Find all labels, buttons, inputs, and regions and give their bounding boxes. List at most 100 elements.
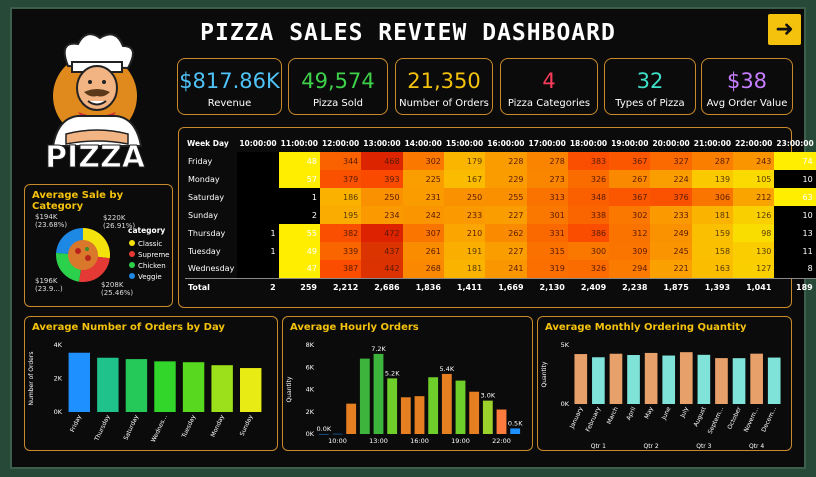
quarter-label: Qtr 3	[696, 443, 711, 450]
bar	[211, 365, 233, 412]
kpi-label: Revenue	[207, 98, 252, 109]
heatmap-cell: 242	[402, 206, 444, 224]
heatmap-cell: 302	[609, 206, 651, 224]
heatmap-cell: 1	[237, 242, 279, 260]
heatmap-cell: 294	[609, 260, 651, 278]
heatmap-column-total: 1,875	[650, 277, 692, 296]
heatmap-cell: 195	[319, 206, 362, 224]
x-tick-label: Friday	[69, 413, 83, 433]
heatmap-cell: 228	[485, 152, 527, 170]
logo-text: PIZZA	[45, 140, 146, 175]
y-axis-label: Quantity	[541, 361, 548, 387]
heatmap-cell	[237, 206, 279, 224]
next-page-button[interactable]: ➜	[768, 14, 801, 45]
heatmap-cell	[237, 152, 279, 170]
kpi-label: Pizza Categories	[507, 98, 591, 109]
pie-percent-label: (26.91%)	[103, 222, 135, 230]
heatmap-row: Thursday 1 55 382 472 307 210 262 331 386 312 249 15…	[185, 224, 816, 242]
heatmap-cell: 241	[485, 260, 527, 278]
heatmap-cell: 225	[402, 170, 444, 188]
kpi-label: Avg Order Value	[706, 98, 788, 109]
pizza-chef-logo: PIZZA	[45, 33, 146, 176]
heatmap-cell: 13	[774, 224, 816, 242]
y-tick-label: 0K	[561, 400, 570, 408]
heatmap-cell: 309	[609, 242, 651, 260]
chef-face-icon	[76, 65, 118, 111]
kpi-value: 49,574	[301, 69, 375, 93]
bar	[510, 428, 521, 434]
heatmap-cell: 233	[650, 206, 692, 224]
heatmap-cell: 163	[691, 260, 734, 278]
heatmap-cell: 127	[733, 260, 775, 278]
heatmap-cell: 186	[319, 188, 362, 206]
heatmap-row: Monday 57 379 393 225 167 229 273 326 267 224 139 10…	[185, 170, 816, 188]
bar	[750, 353, 763, 404]
y-axis-label: Quantity	[286, 376, 293, 402]
x-tick-label: July	[679, 405, 691, 419]
bar	[346, 403, 357, 434]
heatmap-cell: 167	[443, 170, 486, 188]
heatmap-cell: 126	[733, 206, 775, 224]
legend-title: category	[128, 226, 165, 235]
bar	[318, 433, 329, 435]
heatmap-cell: 262	[485, 224, 527, 242]
bar	[428, 377, 439, 434]
heatmap-cell: 8	[774, 260, 816, 278]
heatmap-cell: 1	[278, 188, 320, 206]
heatmap-cell: 437	[361, 242, 403, 260]
heatmap-column-header: 23:00:00	[776, 139, 814, 148]
kpi-card-types: 32 Types of Pizza	[604, 58, 696, 115]
heatmap-cell: 243	[733, 152, 775, 170]
heatmap-column-header: 15:00:00	[445, 139, 484, 148]
heatmap-cell: 386	[567, 224, 610, 242]
heatmap-column-total: 1,411	[443, 277, 486, 296]
heatmap-day-label: Thursday	[188, 228, 226, 238]
heatmap-cell: 348	[567, 188, 610, 206]
heatmap-cell: 48	[278, 152, 320, 170]
heatmap-row: Wednesday 47 387 442 268 181 241 319 326 294 221 16…	[185, 260, 816, 278]
y-tick-label: 2K	[54, 375, 63, 383]
heatmap-day-label: Saturday	[188, 192, 225, 202]
heatmap-column-header: 14:00:00	[404, 139, 442, 148]
heatmap-cell: 233	[443, 206, 486, 224]
chart-title: Average Number of Orders by Day	[32, 322, 225, 333]
x-tick-label: January	[568, 405, 585, 430]
x-tick-label: Wednes...	[150, 414, 169, 444]
bar	[154, 361, 176, 412]
bar	[767, 357, 781, 404]
heatmap-cell: 315	[526, 242, 568, 260]
x-tick-label: 22:00	[492, 437, 511, 445]
bar	[68, 352, 90, 412]
heatmap-column-total: 1,393	[691, 277, 734, 296]
bar	[732, 358, 746, 404]
heatmap-column-total: 2,212	[319, 277, 362, 296]
x-tick-label: Thursday	[93, 413, 112, 443]
heatmap-cell: 300	[567, 242, 610, 260]
bar	[441, 373, 452, 434]
heatmap-column-header: 21:00:00	[693, 139, 732, 148]
heatmap-cell: 210	[443, 224, 486, 242]
heatmap-cell: 379	[319, 170, 362, 188]
heatmap-column-header: 13:00:00	[363, 139, 401, 148]
chart-title: Average Monthly Ordering Quantity	[545, 322, 747, 333]
heatmap-row-header[interactable]: Week Day	[187, 139, 229, 148]
bar	[644, 352, 658, 404]
heatmap-column-total: 2,409	[567, 277, 610, 296]
heatmap-cell: 287	[691, 152, 734, 170]
heatmap-day-label: Monday	[188, 174, 220, 184]
heatmap-cell: 159	[691, 224, 734, 242]
heatmap-cell: 267	[609, 170, 651, 188]
x-tick-label: 16:00	[410, 437, 429, 445]
kpi-value: 32	[636, 69, 664, 93]
heatmap-cell: 387	[319, 260, 362, 278]
quarter-label: Qtr 2	[643, 443, 658, 450]
heatmap-cell: 268	[402, 260, 444, 278]
heatmap-cell	[237, 188, 279, 206]
heatmap-row: Saturday 1 186 250 231 250 255 313 348 367 376 306 2…	[185, 188, 816, 206]
heatmap-column-header: 12:00:00	[321, 139, 360, 148]
bar	[414, 396, 425, 434]
heatmap-cell: 229	[485, 170, 527, 188]
heatmap-column-total: 1,669	[485, 277, 527, 296]
heatmap-cell: 382	[319, 224, 362, 242]
bar	[697, 354, 711, 404]
